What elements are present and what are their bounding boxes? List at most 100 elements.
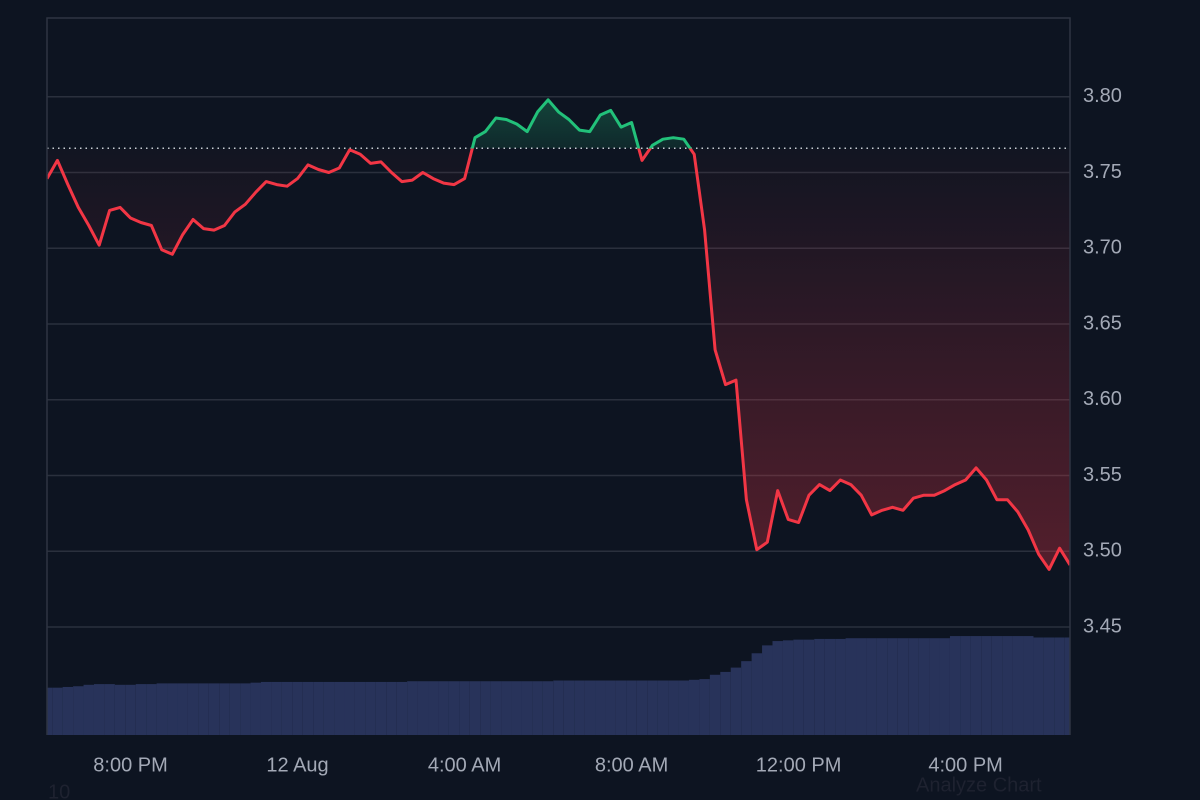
volume-bar [835, 638, 846, 735]
volume-bar [908, 638, 919, 735]
x-tick-label: 8:00 PM [93, 754, 167, 776]
volume-bar [730, 667, 742, 735]
volume-bar [688, 679, 700, 735]
analyze-chart[interactable]: Analyze Chart [916, 774, 1042, 796]
volume-bar [47, 687, 53, 735]
volume-bar [73, 686, 84, 735]
x-tick-label: 4:00 PM [928, 754, 1002, 776]
volume-bar [1023, 636, 1034, 735]
volume-bar [949, 636, 961, 735]
volume-bar [292, 681, 303, 735]
plot-frame [46, 17, 1071, 735]
volume-bar [114, 684, 126, 735]
volume-bar [636, 680, 648, 735]
volume-bar [699, 679, 710, 735]
volume-bar [897, 638, 909, 735]
volume-bar [438, 681, 449, 735]
volume-bar [354, 681, 366, 735]
volume-bar [501, 681, 512, 735]
x-tick-label: 12:00 PM [756, 754, 842, 776]
volume-bar [62, 686, 74, 735]
volume-bar [866, 638, 877, 735]
volume-bar [553, 680, 564, 735]
volume-bar [459, 681, 470, 735]
volume-bar [187, 683, 199, 735]
y-tick-label: 3.45 [1083, 615, 1122, 637]
volume-bar [198, 683, 209, 735]
volume-bar [177, 683, 188, 735]
volume-bar [782, 640, 794, 735]
y-tick-label: 3.60 [1083, 388, 1122, 410]
volume-bar [563, 680, 575, 735]
volume-bar [428, 681, 439, 735]
x-tick-label: 4:00 AM [428, 754, 501, 776]
volume-bar [334, 681, 345, 735]
volume-bar [344, 681, 355, 735]
volume-bar [1064, 637, 1070, 735]
volume-layer [47, 636, 1070, 735]
volume-bar [313, 681, 324, 735]
price-line [47, 98, 1070, 571]
volume-bar [208, 683, 220, 735]
volume-bar [720, 671, 731, 735]
volume-bar [365, 681, 376, 735]
volume-bar [751, 653, 763, 735]
volume-bar [407, 681, 418, 735]
volume-bar [584, 680, 596, 735]
volume-bar [386, 681, 397, 735]
volume-bar [240, 683, 251, 735]
volume-bar [574, 680, 585, 735]
volume-bar [762, 645, 773, 735]
volume-bar [647, 680, 658, 735]
label-layer: 3.45 3.50 3.55 3.60 3.65 3.70 3.75 3.80 8:00 PM 1… [93, 85, 1122, 776]
volume-bar [396, 681, 408, 735]
y-tick-label: 3.80 [1083, 85, 1122, 107]
volume-bar [511, 681, 522, 735]
volume-bar [772, 641, 783, 735]
volume-bar [668, 680, 679, 735]
volume-bar [939, 638, 950, 735]
volume-bar [678, 680, 689, 735]
volume-bar [135, 684, 147, 735]
volume-bar [876, 638, 888, 735]
volume-bar [845, 638, 857, 735]
volume-bar [918, 638, 930, 735]
volume-bar [490, 681, 502, 735]
volume-bar [260, 681, 272, 735]
volume-bar [219, 683, 230, 735]
volume-bar [521, 681, 533, 735]
volume-bar [271, 681, 282, 735]
volume-bar [83, 684, 94, 735]
volume-bar [970, 636, 982, 735]
volume-bar [929, 638, 940, 735]
volume-bar [323, 681, 335, 735]
volume-bar [375, 681, 387, 735]
x-tick-label: 8:00 AM [595, 754, 668, 776]
volume-bar [125, 684, 136, 735]
volume-bar [615, 680, 627, 735]
volume-bar [824, 638, 836, 735]
volume-bar [803, 639, 815, 735]
volume-bar [93, 684, 105, 735]
volume-bar [709, 674, 721, 735]
volume-bar [981, 636, 992, 735]
y-tick-label: 3.65 [1083, 312, 1122, 334]
volume-bar [626, 680, 637, 735]
volume-bar [605, 680, 616, 735]
y-tick-label: 3.50 [1083, 540, 1122, 562]
y-tick-label: 3.75 [1083, 161, 1122, 183]
volume-bar [469, 681, 481, 735]
volume-bar [741, 661, 752, 735]
volume-bar [532, 681, 543, 735]
volume-bar [960, 636, 971, 735]
volume-bar [104, 684, 115, 735]
footer-number: 10 [48, 781, 70, 800]
volume-bar [281, 681, 293, 735]
volume-bar [657, 680, 669, 735]
volume-bar [250, 682, 261, 735]
plot-layer [47, 98, 1070, 571]
volume-bar [1043, 637, 1055, 735]
volume-bar [417, 681, 429, 735]
